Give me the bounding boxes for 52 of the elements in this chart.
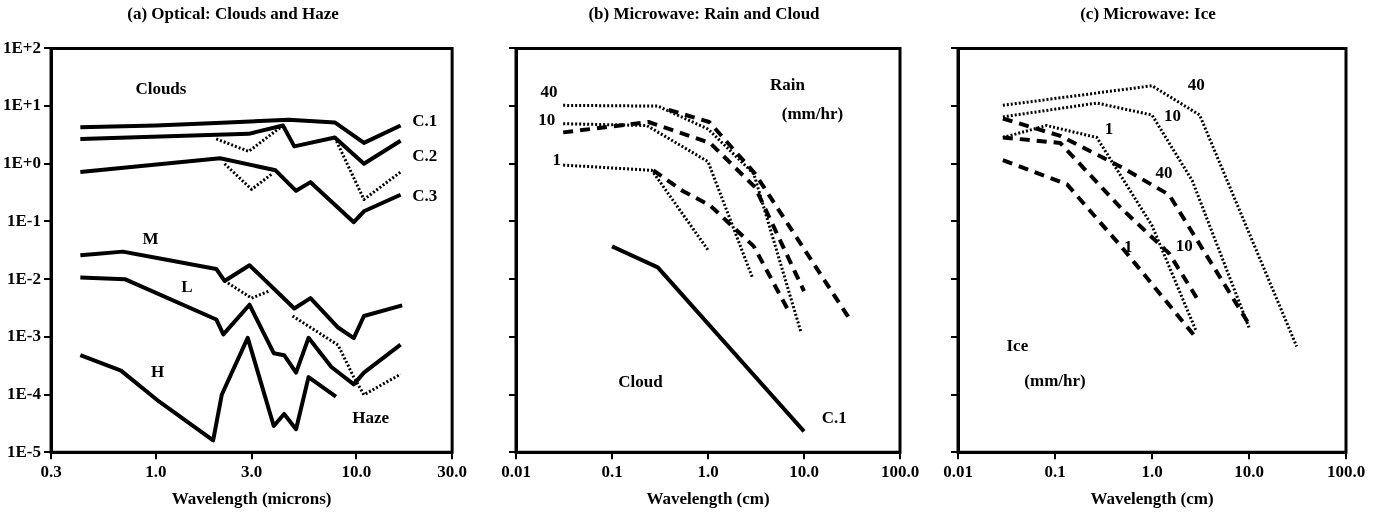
x-axis-title: Wavelength (cm) (1090, 489, 1214, 509)
x-tick-label: 10.0 (341, 461, 372, 481)
annotation: 10 (538, 109, 556, 129)
x-tick-label: 100.0 (880, 461, 920, 481)
y-tick-label: 1E+1 (2, 95, 42, 115)
annotation: 1 (1104, 118, 1114, 138)
annotation: 1 (1124, 237, 1133, 257)
y-tick-label: 1E+0 (2, 153, 42, 173)
x-tick-label: 1.0 (1141, 461, 1163, 481)
y-tick-label: 1E-2 (7, 268, 42, 288)
annotation: (mm/hr) (1024, 370, 1086, 390)
x-tick-label: 1.0 (697, 461, 719, 481)
annotation: C.2 (412, 146, 438, 166)
x-tick-label: 10.0 (789, 461, 819, 481)
annotation: Cloud (618, 372, 664, 392)
annotation: 10 (1164, 106, 1182, 126)
y-tick-label: 1E-1 (7, 210, 42, 230)
y-tick-label: 1E+2 (2, 37, 42, 57)
x-tick-label: 30.0 (437, 461, 467, 481)
annotation: 40 (1187, 75, 1205, 95)
annotation: M (142, 228, 159, 248)
annotation: L (181, 277, 193, 297)
x-axis-title: Wavelength (microns) (171, 489, 332, 509)
x-tick-label: 0.01 (501, 461, 531, 481)
x-tick-label: 0.01 (943, 461, 973, 481)
x-tick-label: 1.0 (145, 461, 167, 481)
annotation: Haze (352, 408, 390, 428)
chart-title: (b) Microwave: Rain and Cloud (588, 3, 821, 23)
annotation: H (151, 362, 165, 382)
annotation: Ice (1006, 335, 1029, 355)
x-axis-title: Wavelength (cm) (646, 489, 770, 509)
x-tick-label: 3.0 (240, 461, 263, 481)
chart-title: (a) Optical: Clouds and Haze (127, 3, 340, 23)
y-tick-label: 1E-5 (7, 441, 42, 461)
x-tick-label: 100.0 (1326, 461, 1366, 481)
annotation: C.1 (821, 408, 847, 428)
annotation: C.3 (412, 185, 438, 205)
annotation: 40 (1155, 163, 1173, 183)
chart-title: (c) Microwave: Ice (1080, 3, 1217, 23)
annotation: C.1 (412, 111, 438, 131)
annotation: Rain (770, 75, 806, 95)
x-tick-label: 0.1 (601, 461, 623, 481)
annotation: 1 (552, 149, 561, 169)
y-tick-label: 1E-3 (7, 326, 42, 346)
annotation: 10 (1175, 235, 1193, 255)
annotation: (mm/hr) (781, 104, 844, 124)
x-tick-label: 0.1 (1044, 461, 1066, 481)
annotation: 40 (540, 82, 558, 102)
x-tick-label: 0.3 (40, 461, 62, 481)
annotation: Clouds (135, 78, 187, 98)
x-tick-label: 10.0 (1234, 461, 1264, 481)
y-tick-label: 1E-4 (7, 383, 42, 403)
